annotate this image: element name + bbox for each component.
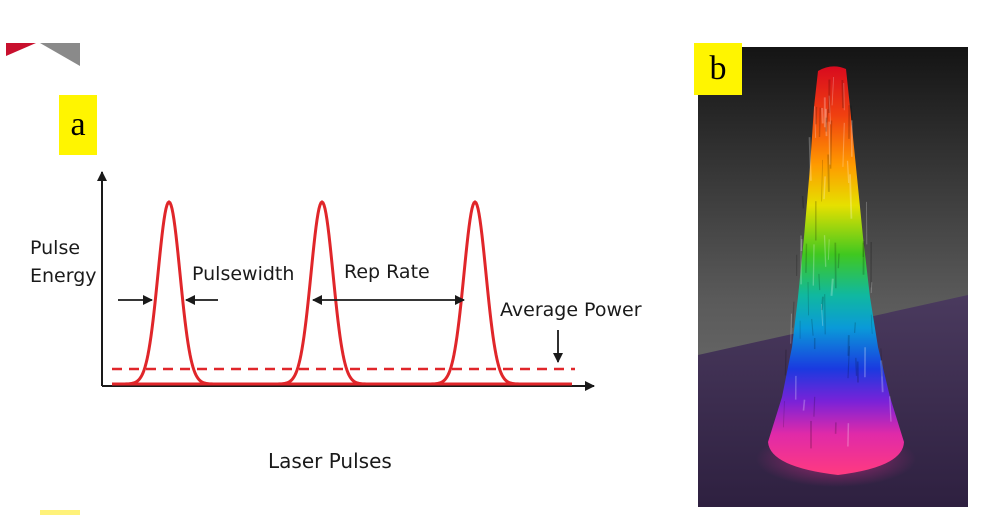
pulse-3	[420, 200, 530, 386]
pulsewidth-label: Pulsewidth	[192, 263, 294, 285]
beam-streak	[813, 396, 816, 417]
beam-streak	[807, 281, 809, 316]
pulse-2	[267, 200, 377, 386]
beam-streak	[820, 296, 824, 311]
beam-streak	[854, 322, 856, 333]
beam-streak	[841, 79, 845, 109]
beam-streak	[834, 242, 837, 289]
average-power-label: Average Power	[500, 299, 642, 321]
panel-label-a: a	[59, 95, 97, 155]
beam-profile-image	[698, 47, 968, 507]
beam-streak	[824, 294, 826, 335]
beam-streak	[843, 82, 845, 111]
beam-streak	[828, 121, 831, 165]
beam-streak	[846, 160, 850, 184]
x-axis-label: Laser Pulses	[268, 449, 392, 473]
beam-streak	[880, 348, 883, 377]
beam-streak	[818, 107, 821, 138]
beam-streak	[829, 120, 833, 169]
pulse-1	[114, 200, 224, 386]
beam-streak	[847, 423, 850, 447]
beam-streak	[837, 253, 840, 269]
pulse-diagram: Pulse Energy Pulsewidth Rep Rate Average…	[30, 171, 642, 473]
beam-streak	[783, 401, 785, 428]
beam-streak	[820, 303, 824, 326]
beam-texture	[783, 76, 892, 449]
beam-streak	[870, 314, 873, 334]
corner-logo-mark	[6, 43, 80, 66]
beam-streak	[814, 106, 817, 138]
rep-rate-label: Rep Rate	[344, 261, 430, 283]
beam-streak	[802, 399, 806, 411]
beam-streak	[821, 107, 824, 124]
beam-streak	[825, 108, 828, 137]
pulse-train	[114, 200, 530, 386]
beam-streak	[849, 174, 853, 219]
beam-streak	[784, 349, 787, 376]
beam-streak	[827, 239, 830, 260]
y-axis-label-line1: Pulse	[30, 237, 80, 259]
beam-streak	[811, 318, 814, 336]
beam-streak	[850, 105, 853, 126]
beam-streak	[792, 301, 795, 328]
beam-streak	[842, 122, 845, 167]
beam-streak	[870, 282, 873, 294]
partial-label-fragment	[40, 510, 80, 515]
beam-streak	[889, 396, 892, 422]
beam-streak	[808, 137, 812, 181]
beam-peak	[768, 66, 904, 475]
beam-streak	[880, 360, 884, 393]
beam-streak	[830, 278, 834, 296]
beam-streak	[805, 243, 808, 273]
beam-streak	[847, 346, 850, 379]
corner-mark-red	[6, 43, 36, 56]
panel-label-b: b	[694, 43, 742, 95]
corner-mark-gray	[40, 43, 80, 66]
beam-streak	[818, 273, 821, 291]
beam-streak	[826, 109, 829, 123]
beam-streak	[828, 95, 832, 125]
beam-streak	[827, 154, 830, 192]
beam-streak	[823, 176, 826, 200]
beam-streak	[855, 357, 858, 376]
beam-streak	[823, 235, 827, 267]
beam-streak	[821, 159, 823, 202]
beam-streak	[812, 244, 815, 286]
beam-streak	[815, 106, 818, 125]
beam-streak	[801, 195, 805, 209]
beam-streak	[790, 313, 792, 344]
y-axis-label-line2: Energy	[30, 265, 97, 287]
beam-streak	[831, 76, 835, 106]
